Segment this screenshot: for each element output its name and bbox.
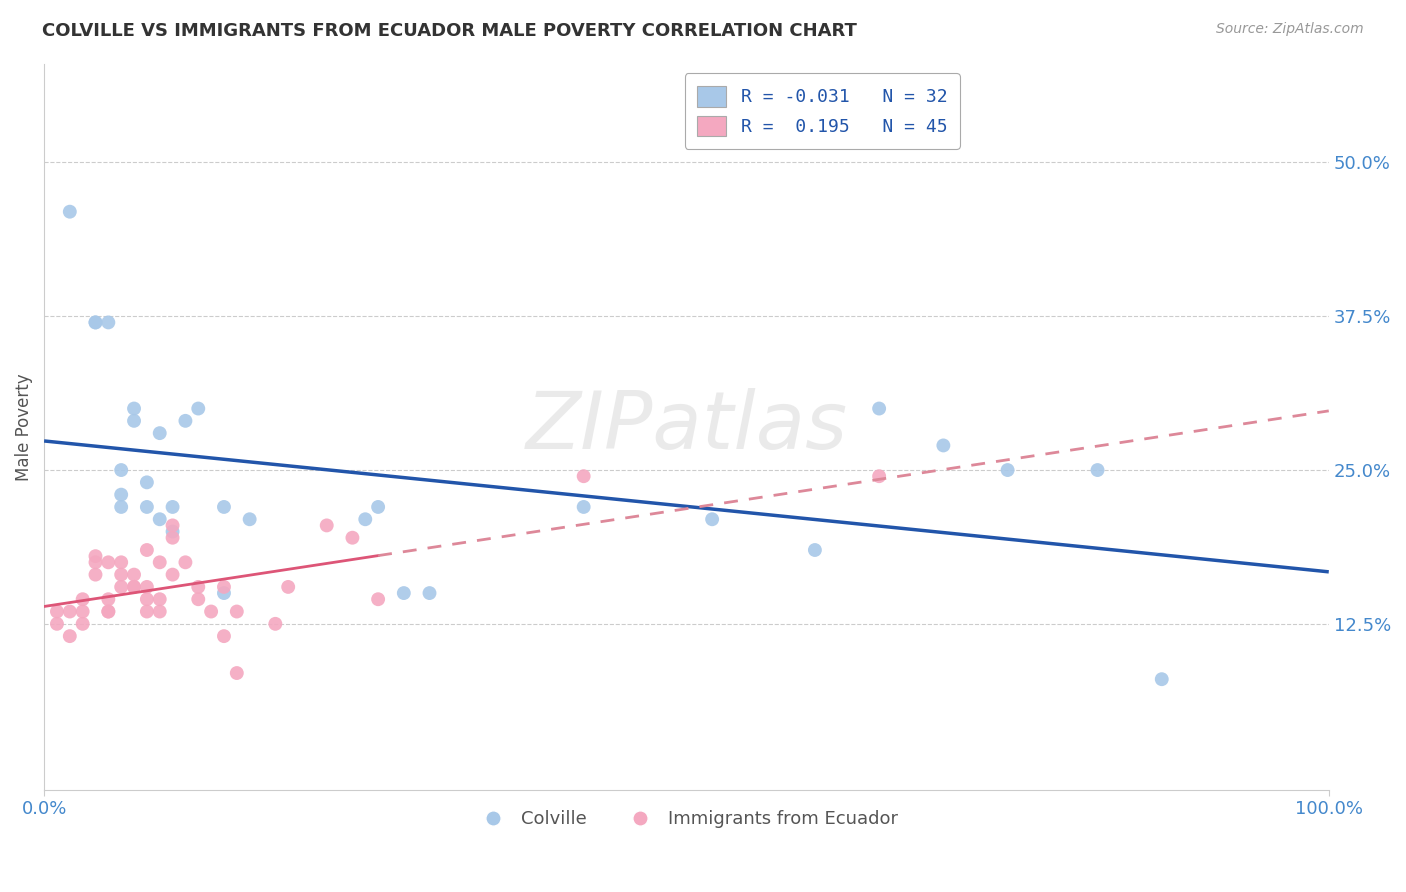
Point bbox=[392, 586, 415, 600]
Point bbox=[84, 567, 107, 582]
Point bbox=[149, 605, 172, 619]
Point bbox=[149, 592, 172, 607]
Point bbox=[212, 629, 235, 643]
Text: Source: ZipAtlas.com: Source: ZipAtlas.com bbox=[1216, 22, 1364, 37]
Point bbox=[84, 555, 107, 569]
Point bbox=[212, 580, 235, 594]
Point bbox=[868, 469, 890, 483]
Point bbox=[59, 204, 82, 219]
Point bbox=[239, 512, 262, 526]
Point bbox=[110, 500, 132, 514]
Point bbox=[110, 463, 132, 477]
Legend: Colville, Immigrants from Ecuador: Colville, Immigrants from Ecuador bbox=[468, 803, 904, 835]
Point bbox=[135, 543, 157, 558]
Point bbox=[97, 555, 120, 569]
Point bbox=[110, 555, 132, 569]
Point bbox=[174, 555, 197, 569]
Point bbox=[110, 580, 132, 594]
Point bbox=[84, 315, 107, 329]
Point bbox=[97, 605, 120, 619]
Point bbox=[135, 592, 157, 607]
Point bbox=[1150, 672, 1173, 686]
Point bbox=[135, 605, 157, 619]
Point bbox=[1087, 463, 1109, 477]
Point bbox=[162, 524, 184, 539]
Point bbox=[97, 592, 120, 607]
Point bbox=[135, 475, 157, 490]
Point bbox=[162, 531, 184, 545]
Point bbox=[135, 580, 157, 594]
Point bbox=[149, 555, 172, 569]
Point bbox=[187, 592, 209, 607]
Point bbox=[162, 518, 184, 533]
Text: COLVILLE VS IMMIGRANTS FROM ECUADOR MALE POVERTY CORRELATION CHART: COLVILLE VS IMMIGRANTS FROM ECUADOR MALE… bbox=[42, 22, 858, 40]
Point bbox=[122, 414, 145, 428]
Text: ZIPatlas: ZIPatlas bbox=[526, 388, 848, 466]
Y-axis label: Male Poverty: Male Poverty bbox=[15, 373, 32, 481]
Point bbox=[149, 512, 172, 526]
Point bbox=[572, 500, 595, 514]
Point bbox=[135, 500, 157, 514]
Point bbox=[122, 580, 145, 594]
Point bbox=[200, 605, 222, 619]
Point bbox=[174, 414, 197, 428]
Point bbox=[700, 512, 723, 526]
Point bbox=[315, 518, 337, 533]
Point bbox=[187, 580, 209, 594]
Point bbox=[97, 315, 120, 329]
Point bbox=[342, 531, 364, 545]
Point bbox=[122, 567, 145, 582]
Point bbox=[367, 500, 389, 514]
Point bbox=[72, 605, 94, 619]
Point bbox=[46, 616, 69, 631]
Point bbox=[84, 549, 107, 564]
Point bbox=[46, 605, 69, 619]
Point bbox=[997, 463, 1019, 477]
Point bbox=[354, 512, 377, 526]
Point bbox=[804, 543, 827, 558]
Point bbox=[187, 401, 209, 416]
Point bbox=[110, 567, 132, 582]
Point bbox=[212, 586, 235, 600]
Point bbox=[59, 629, 82, 643]
Point bbox=[84, 315, 107, 329]
Point bbox=[110, 488, 132, 502]
Point bbox=[264, 616, 287, 631]
Point bbox=[418, 586, 440, 600]
Point bbox=[572, 469, 595, 483]
Point bbox=[122, 580, 145, 594]
Point bbox=[59, 605, 82, 619]
Point bbox=[72, 592, 94, 607]
Point bbox=[277, 580, 299, 594]
Point bbox=[97, 605, 120, 619]
Point bbox=[932, 438, 955, 452]
Point bbox=[162, 567, 184, 582]
Point bbox=[225, 666, 247, 681]
Point bbox=[122, 401, 145, 416]
Point bbox=[225, 605, 247, 619]
Point bbox=[162, 500, 184, 514]
Point bbox=[367, 592, 389, 607]
Point bbox=[212, 500, 235, 514]
Point bbox=[149, 426, 172, 441]
Point bbox=[72, 616, 94, 631]
Point bbox=[868, 401, 890, 416]
